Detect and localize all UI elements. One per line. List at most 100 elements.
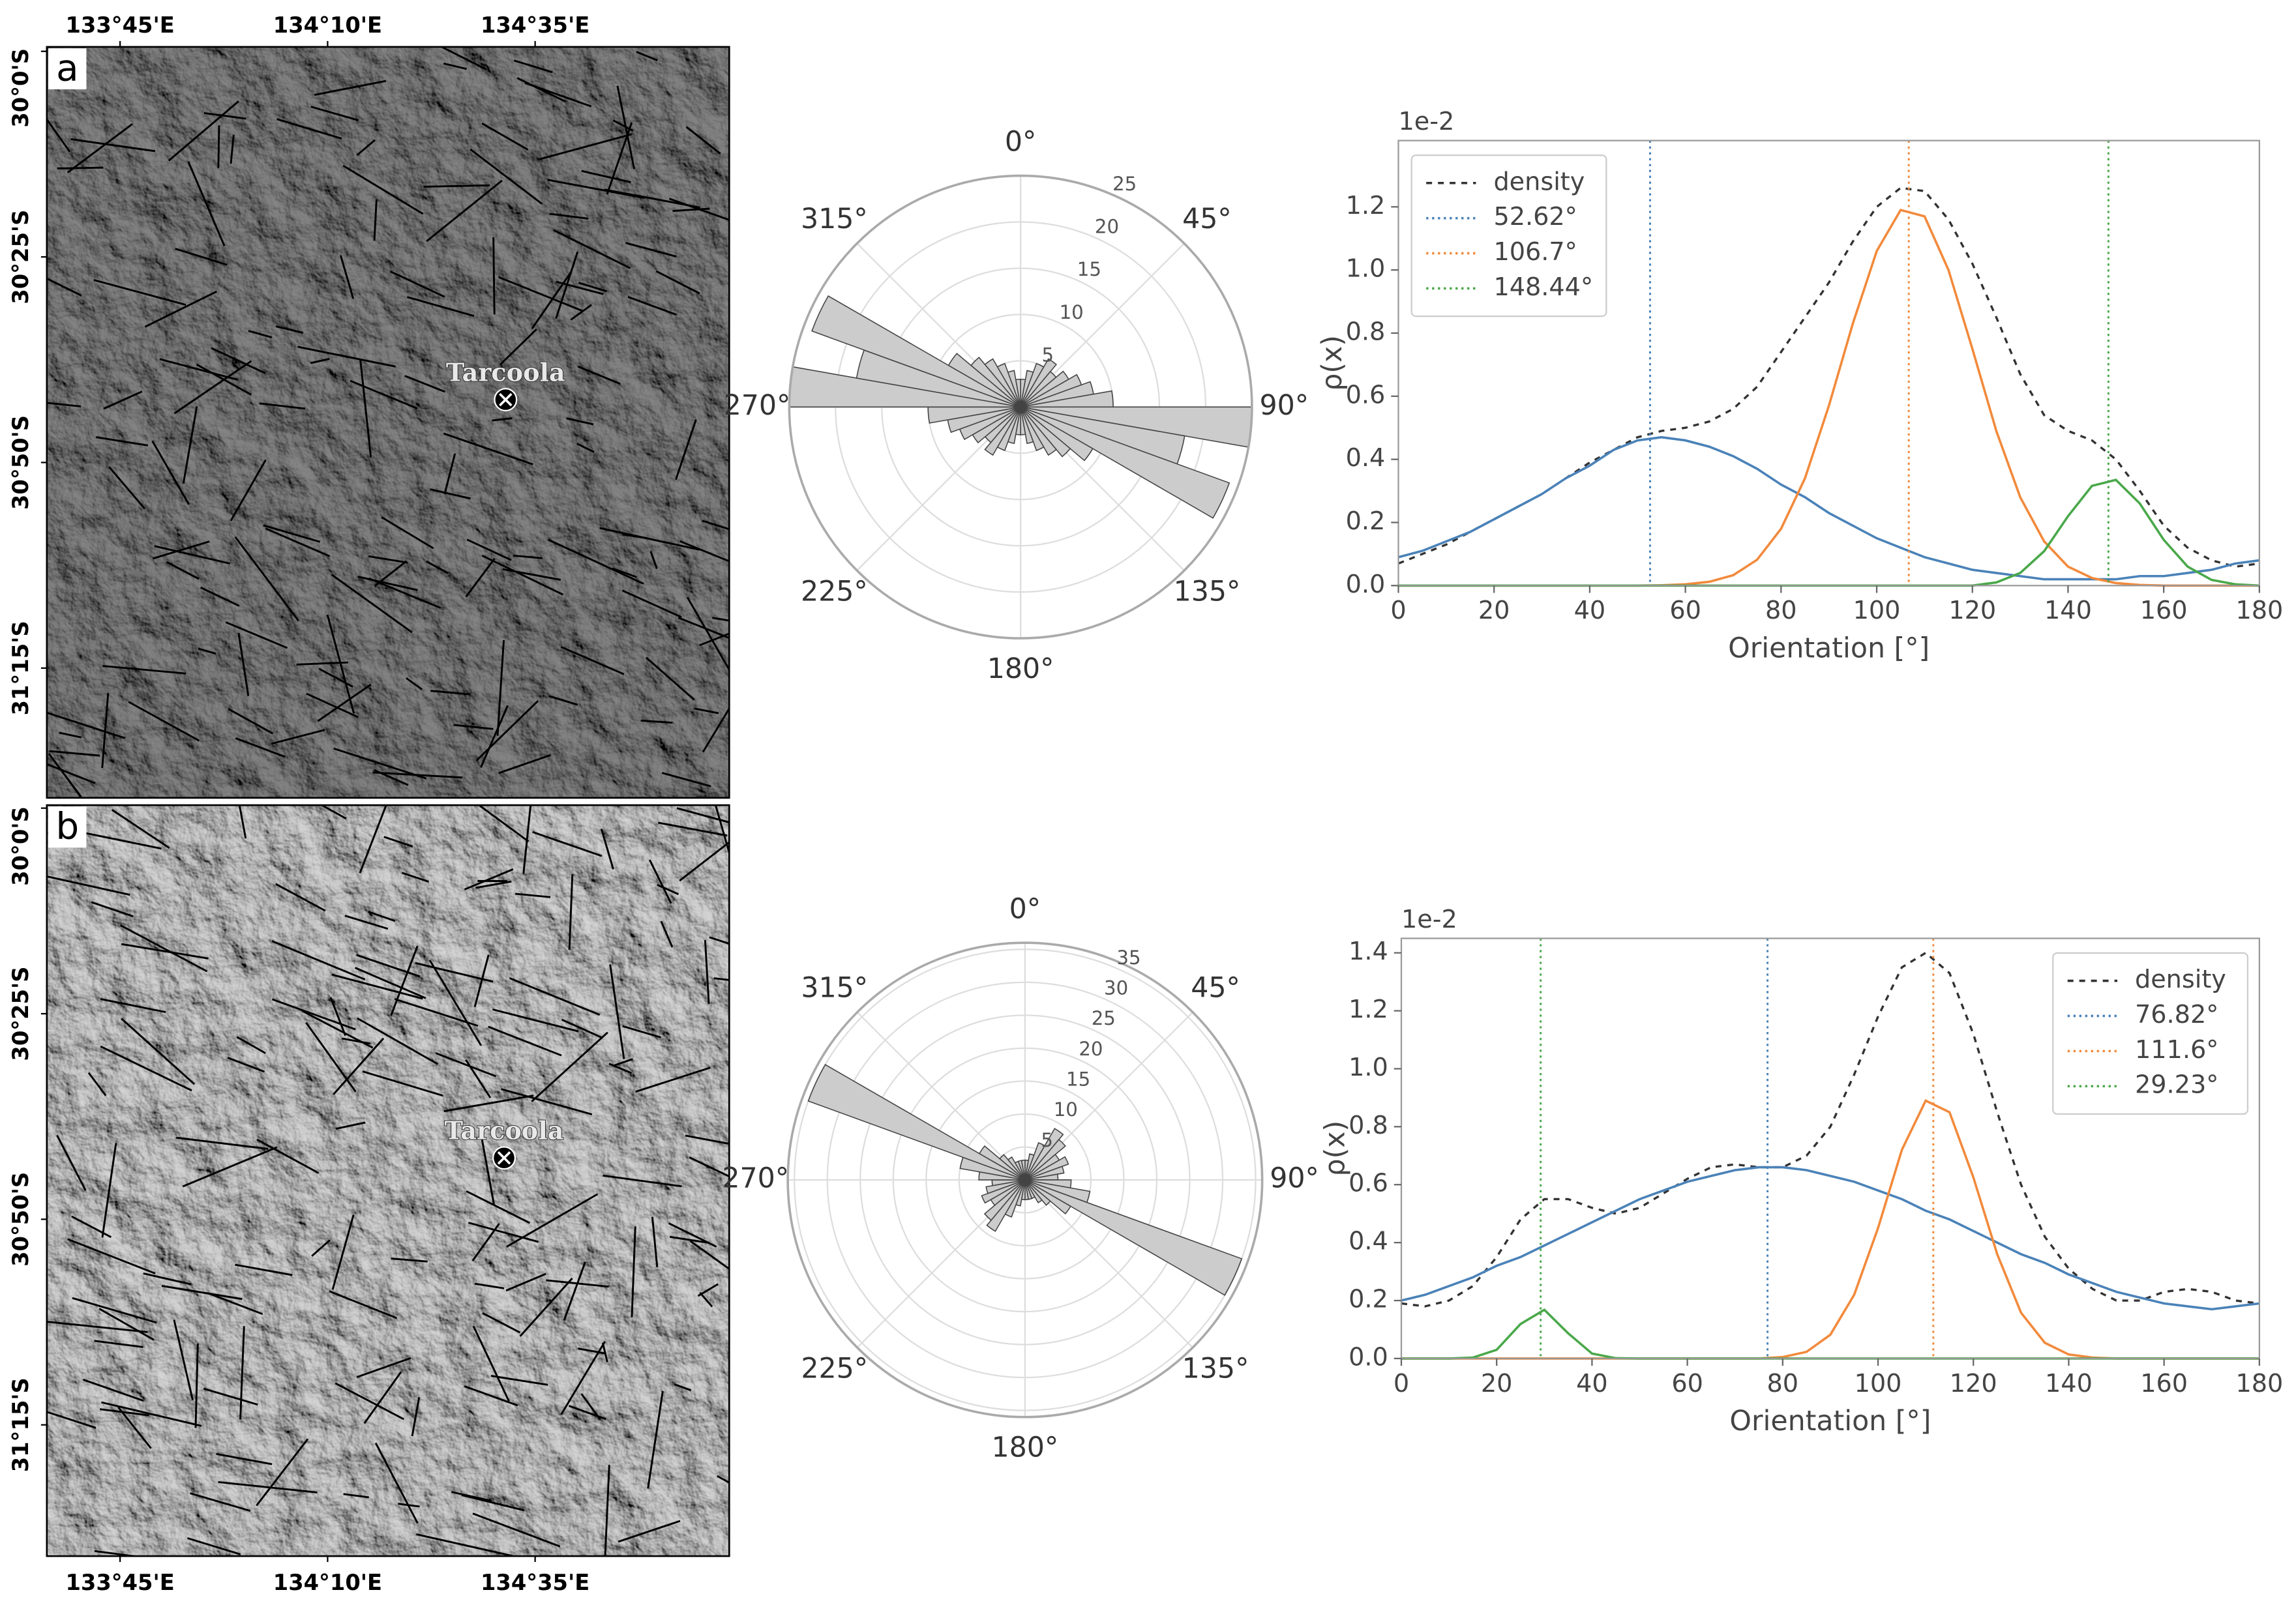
lineament <box>239 1326 245 1420</box>
lineament <box>331 973 423 1000</box>
legend-label: 106.7° <box>1493 238 1577 267</box>
lineament <box>496 640 505 736</box>
panel-label: a <box>56 47 78 89</box>
y-tick-label: 1.2 <box>1349 995 1388 1024</box>
lineament <box>563 1261 586 1321</box>
lineament <box>311 1239 331 1257</box>
y-tick-label: 0.0 <box>1346 570 1386 599</box>
rose-bar <box>1020 407 1034 445</box>
lineament <box>472 1325 510 1402</box>
angle-label: 315° <box>801 203 868 235</box>
lineament <box>430 488 471 500</box>
lineament <box>235 737 286 758</box>
lineament <box>599 527 700 551</box>
rose-bar <box>984 358 1021 407</box>
lineament <box>70 138 156 153</box>
lineament <box>182 1146 278 1188</box>
lineament <box>694 707 719 714</box>
rose-bar <box>947 353 1021 408</box>
lineament <box>227 1057 265 1073</box>
lineament <box>128 701 200 742</box>
y-tick-label: 0.0 <box>1349 1343 1388 1372</box>
lineament <box>103 390 143 410</box>
lineament <box>499 328 537 366</box>
y-tick-label: 1.2 <box>1346 192 1386 220</box>
lineament <box>618 1520 681 1543</box>
lineament <box>46 117 71 153</box>
lineament <box>101 1401 202 1427</box>
rose-bar <box>1024 1179 1071 1215</box>
lineament <box>660 920 674 948</box>
lineament <box>674 1383 692 1392</box>
x-axis-label: Orientation [°] <box>1729 1405 1931 1437</box>
lineament <box>631 1226 636 1317</box>
rose-bar <box>1021 1159 1026 1181</box>
map-content <box>46 805 730 1557</box>
lineament <box>547 179 645 199</box>
lineament <box>480 705 509 768</box>
lineament <box>531 271 572 330</box>
lineament <box>481 554 564 596</box>
lineament <box>230 134 235 164</box>
offset-label: 1e-2 <box>1401 905 1457 934</box>
legend-label: density <box>1493 168 1585 196</box>
y-tick-label: 0.2 <box>1349 1286 1388 1314</box>
lineament <box>561 1018 603 1039</box>
lineament <box>401 872 430 883</box>
x-tick-label: 180 <box>2235 1370 2283 1398</box>
rose-bar <box>1007 370 1021 407</box>
lineament <box>647 1390 664 1489</box>
lineament <box>108 466 145 510</box>
lineament <box>622 1025 661 1038</box>
lineament <box>218 1480 318 1493</box>
lineament <box>368 555 408 564</box>
x-tick-label: 40 <box>1574 596 1606 625</box>
angle-label: 270° <box>722 1162 789 1194</box>
lineament <box>263 524 321 543</box>
lineament <box>531 1031 608 1102</box>
lineament <box>236 1036 266 1054</box>
lineament <box>234 536 300 622</box>
lineament <box>301 1010 374 1049</box>
lineament <box>318 668 353 688</box>
legend-label: 148.44° <box>1493 273 1593 302</box>
lineament <box>717 1475 730 1484</box>
lineament <box>275 325 304 334</box>
lineament <box>196 363 252 396</box>
y-tick-label: 1.0 <box>1346 255 1386 284</box>
lineament <box>117 1406 152 1449</box>
lineament <box>190 1492 251 1512</box>
lineament <box>335 1382 404 1420</box>
lineament <box>225 621 288 649</box>
lineament <box>702 707 730 753</box>
rose-bar <box>1020 406 1057 456</box>
lineament <box>317 683 372 722</box>
lineament <box>465 1059 492 1098</box>
density-plot: 0 20 40 60 80 100 120 140 160 180 0.0 0.2 0.4 0.6 0.8 1… <box>1319 905 2284 1437</box>
y-tick-label: 30°50'S <box>8 1172 33 1267</box>
x-tick-label: 20 <box>1478 596 1510 625</box>
lineament <box>560 1341 606 1415</box>
lineament <box>645 656 695 701</box>
map-content <box>46 46 730 798</box>
lineament <box>679 540 730 563</box>
lineament <box>712 617 730 622</box>
angle-label: 90° <box>1260 389 1309 422</box>
x-tick-label: 134°10'E <box>273 1570 382 1595</box>
lineament <box>305 1022 357 1093</box>
lineament <box>120 924 208 973</box>
legend-label: 29.23° <box>2135 1071 2218 1100</box>
lineament <box>600 829 614 870</box>
lineament <box>354 967 426 999</box>
lineament <box>87 1072 107 1096</box>
lineament <box>685 126 721 154</box>
lineament <box>577 365 621 385</box>
x-tick-label: 100 <box>1853 596 1901 625</box>
lineament <box>99 1408 149 1417</box>
lineament <box>335 1121 366 1130</box>
lineament <box>568 874 574 950</box>
lineament <box>625 242 677 257</box>
x-tick-label: 120 <box>1948 596 1996 625</box>
lineament <box>67 1238 156 1274</box>
y-tick-label: 1.0 <box>1349 1053 1388 1082</box>
